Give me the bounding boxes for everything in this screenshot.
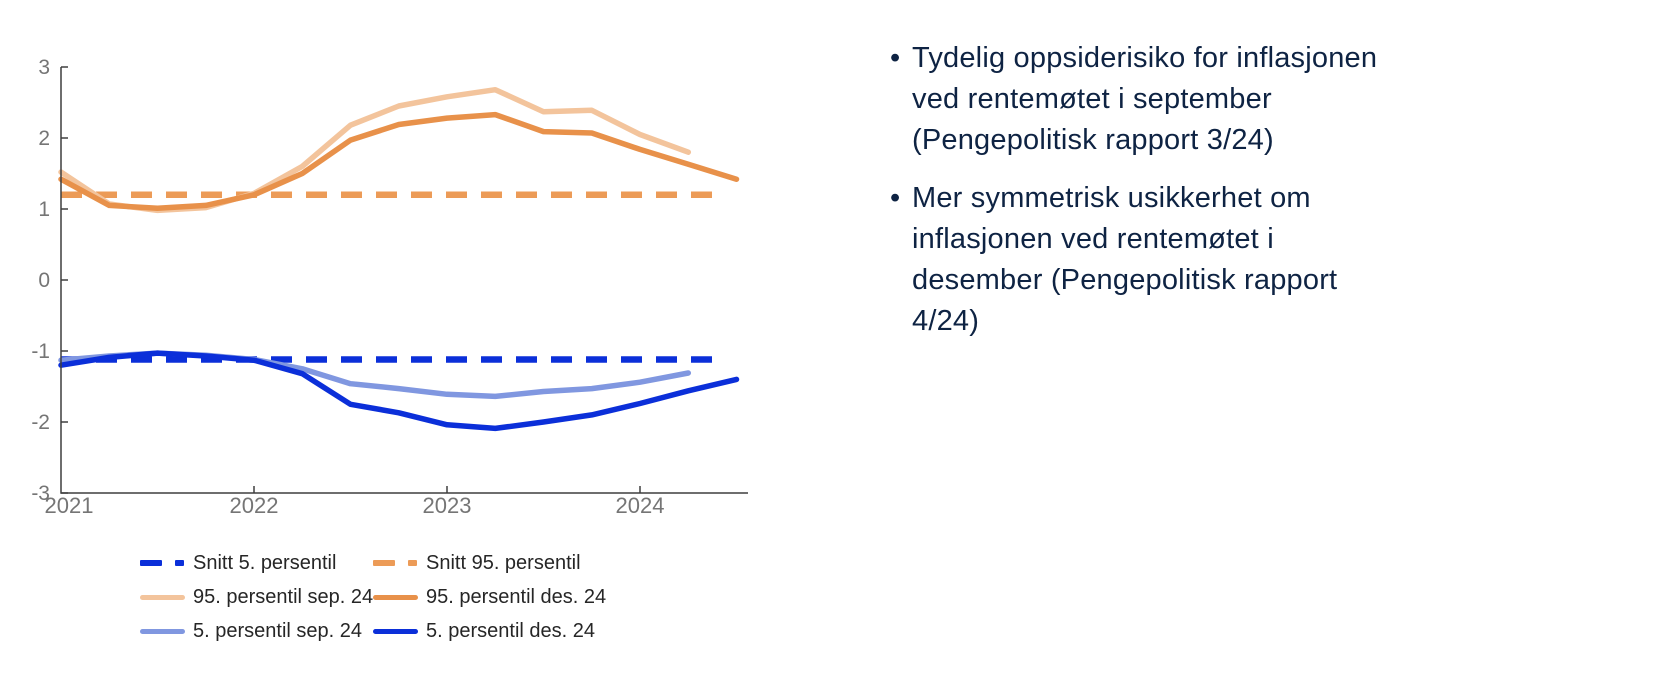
svg-text:2022: 2022 [230, 493, 279, 518]
bullet-line: Mer symmetrisk usikkerhet om [912, 182, 1311, 214]
legend-label: 5. persentil sep. 24 [193, 619, 362, 642]
chart-legend: Snitt 5. persentil Snitt 95. persentil 9… [140, 551, 606, 643]
legend-item: 95. persentil sep. 24 [140, 585, 373, 609]
bullet-item: • Tydelig oppsiderisiko for inflasjonen … [890, 38, 1490, 161]
bullet-line: inflasjonen ved rentemøtet i [912, 223, 1274, 255]
bullet-text: Tydelig oppsiderisiko for inflasjonen ve… [912, 38, 1377, 161]
legend-item: 95. persentil des. 24 [373, 585, 606, 609]
legend-label: Snitt 5. persentil [193, 551, 337, 574]
svg-text:0: 0 [38, 269, 50, 292]
legend-label: Snitt 95. persentil [426, 551, 581, 574]
legend-item: Snitt 5. persentil [140, 551, 373, 575]
svg-text:-2: -2 [31, 411, 50, 434]
svg-text:1: 1 [38, 198, 50, 221]
line-swatch-icon [140, 628, 185, 634]
svg-text:2021: 2021 [45, 493, 94, 518]
dashed-line-swatch-icon [140, 560, 185, 566]
line-swatch-icon [140, 594, 185, 600]
line-swatch-icon [373, 628, 418, 634]
bullet-line: (Pengepolitisk rapport 3/24) [912, 124, 1274, 156]
commentary-panel: • Tydelig oppsiderisiko for inflasjonen … [890, 38, 1490, 359]
bullet-line: Tydelig oppsiderisiko for inflasjonen [912, 42, 1378, 74]
svg-text:-1: -1 [31, 340, 50, 363]
svg-text:2024: 2024 [616, 493, 665, 518]
chart-series-dashed [61, 191, 723, 363]
legend-label: 5. persentil des. 24 [426, 619, 595, 642]
line-swatch-icon [373, 594, 418, 600]
legend-item: 5. persentil sep. 24 [140, 619, 373, 643]
svg-text:2023: 2023 [423, 493, 472, 518]
bullet-icon: • [890, 182, 901, 214]
bullet-line: desember (Pengepolitisk rapport [912, 264, 1338, 296]
dashed-line-swatch-icon [373, 560, 418, 566]
legend-item: Snitt 95. persentil [373, 551, 606, 575]
legend-label: 95. persentil sep. 24 [193, 585, 374, 608]
bullet-text: Mer symmetrisk usikkerhet om inflasjonen… [912, 178, 1337, 342]
legend-label: 95. persentil des. 24 [426, 585, 607, 608]
fan-chart-panel: 3 2 1 0 -1 -2 -3 2021 2022 2023 2024 Snitt 5. pers… [0, 0, 820, 693]
svg-text:3: 3 [38, 56, 50, 79]
bullet-item: • Mer symmetrisk usikkerhet om inflasjon… [890, 178, 1490, 342]
legend-item: 5. persentil des. 24 [373, 619, 606, 643]
bullet-icon: • [890, 42, 901, 74]
svg-text:2: 2 [38, 127, 50, 150]
bullet-line: ved rentemøtet i september [912, 83, 1272, 115]
bullet-line: 4/24) [912, 305, 980, 337]
svg-text:-3: -3 [31, 482, 50, 505]
chart-series [58, 86, 740, 432]
